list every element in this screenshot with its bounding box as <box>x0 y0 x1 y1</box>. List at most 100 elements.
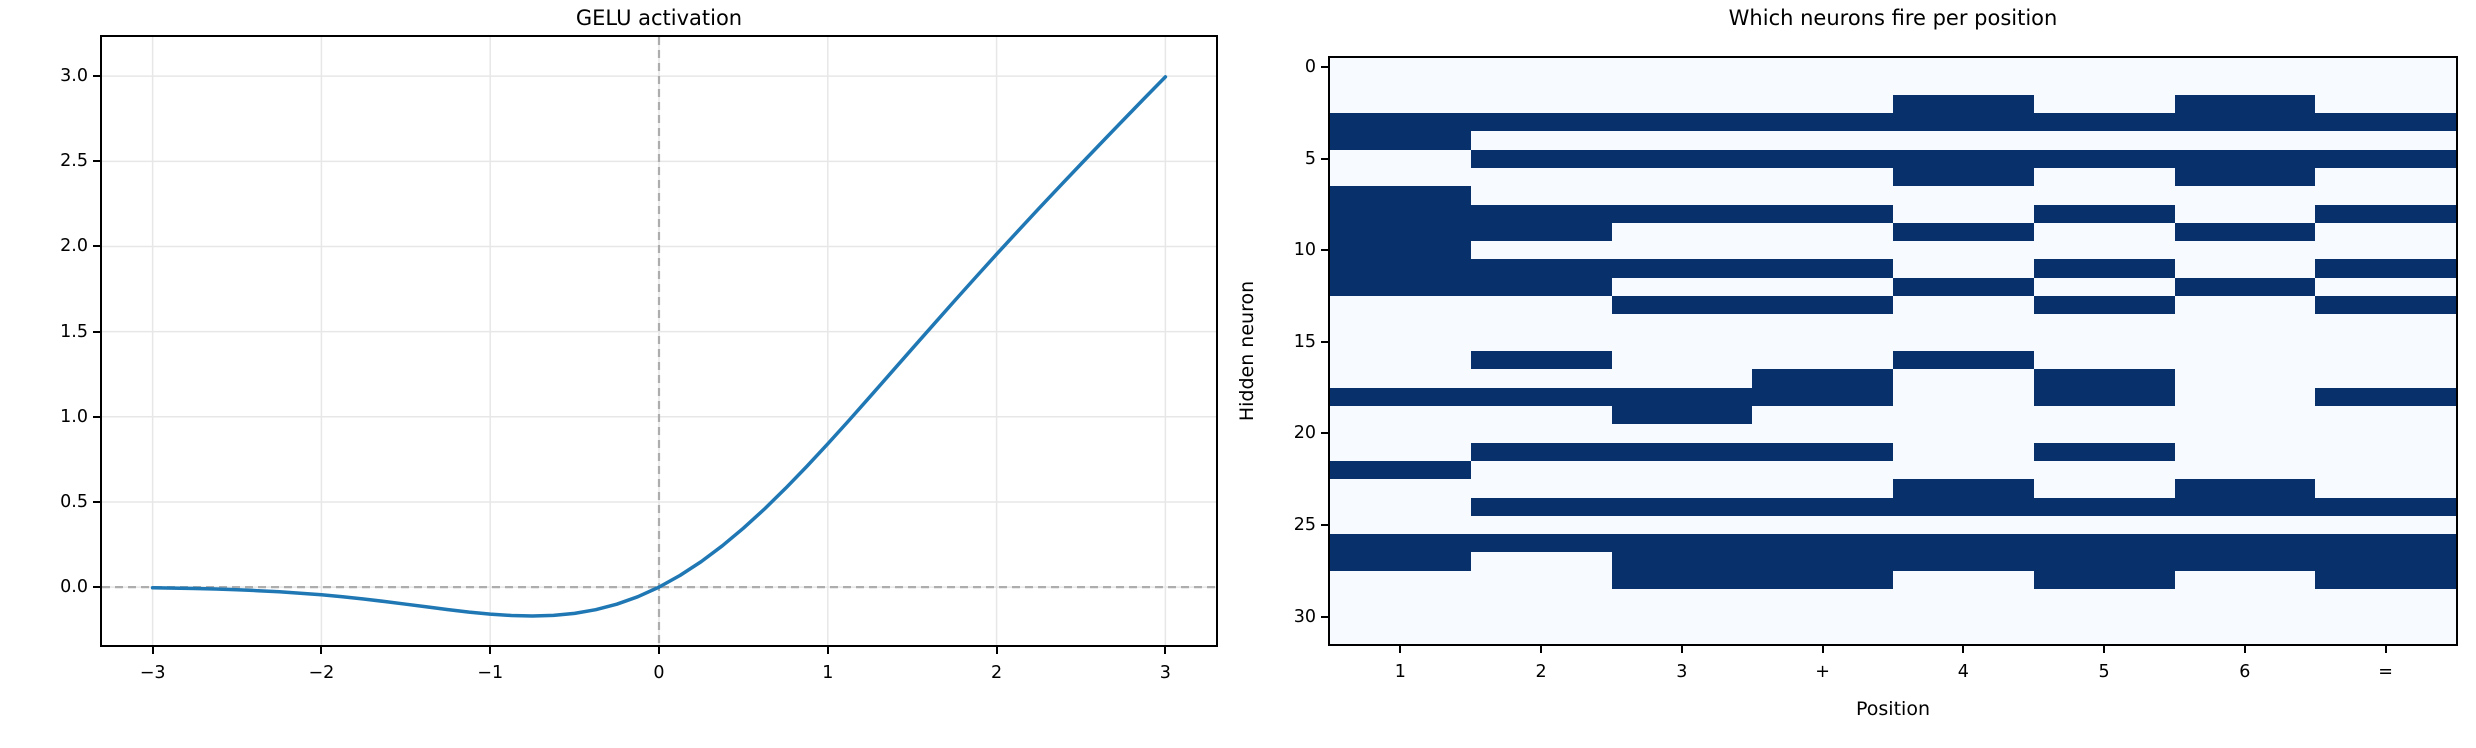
heatmap-cell <box>1752 131 1893 150</box>
heatmap-cell <box>2174 314 2316 333</box>
y-tick-mark <box>93 415 100 418</box>
heatmap-cell <box>1752 369 1893 388</box>
heatmap-cell <box>1470 479 1612 498</box>
heatmap-cell <box>1611 241 1753 260</box>
heatmap-cell <box>1752 332 1893 351</box>
heatmap-cell <box>1330 314 1471 333</box>
heatmap-cell <box>1893 589 2034 608</box>
heatmap-cell <box>1470 460 1612 480</box>
y-tick-label: 20 <box>1293 423 1316 444</box>
heatmap-cell <box>1752 94 1893 113</box>
heatmap-cell <box>1611 479 1753 498</box>
heatmap-cell <box>1470 387 1612 406</box>
heatmap-cell <box>1752 167 1893 187</box>
heatmap-cell <box>2033 314 2175 333</box>
heatmap-cell <box>2033 112 2175 132</box>
heatmap-cell <box>2174 387 2316 406</box>
heatmap-cell <box>1611 534 1753 553</box>
heatmap-cell <box>1330 76 1471 95</box>
x-tick-label: 4 <box>1957 662 1969 682</box>
heatmap-cell <box>2315 222 2456 242</box>
heatmap-cell <box>1611 204 1753 223</box>
heatmap-cell <box>1893 241 2034 260</box>
x-tick-mark <box>1680 646 1683 653</box>
heatmap-cell <box>2174 424 2316 443</box>
heatmap-cell <box>1611 332 1753 351</box>
heatmap-cell <box>1330 405 1471 425</box>
heatmap-cell <box>2174 570 2316 590</box>
heatmap-cell <box>2033 442 2175 461</box>
heatmap-cell <box>2315 607 2456 626</box>
heatmap-cell <box>1893 369 2034 388</box>
heatmap-cell <box>2033 369 2175 388</box>
y-tick-mark <box>1321 432 1328 435</box>
heatmap-cell <box>1470 112 1612 132</box>
heatmap-cell <box>2174 94 2316 113</box>
gelu-curve <box>150 75 1168 618</box>
heatmap-cell <box>1611 589 1753 608</box>
y-tick-mark <box>1321 523 1328 526</box>
heatmap-cell <box>1893 76 2034 95</box>
heatmap-cell <box>2315 58 2456 77</box>
heatmap-cell <box>2033 149 2175 168</box>
heatmap-cell <box>2033 332 2175 351</box>
heatmap-cell <box>1611 277 1753 297</box>
x-tick-mark <box>1399 646 1402 653</box>
heatmap-cell <box>2174 625 2316 644</box>
heatmap-cell <box>2174 515 2316 535</box>
x-tick-mark <box>1821 646 1824 653</box>
heatmap-cell <box>2033 131 2175 150</box>
heatmap-cell <box>1330 149 1471 168</box>
heatmap-x-axis-label: Position <box>1856 698 1930 720</box>
heatmap-cell <box>2315 296 2456 315</box>
heatmap-cell <box>1330 552 1471 571</box>
x-tick-label: 3 <box>1676 662 1688 682</box>
y-tick-mark <box>93 245 100 248</box>
y-tick-mark <box>1321 66 1328 69</box>
y-tick-label: 25 <box>1293 514 1316 535</box>
y-tick-mark <box>1321 615 1328 618</box>
heatmap-cell <box>1752 112 1893 132</box>
heatmap-cell <box>2315 259 2456 278</box>
heatmap-cell <box>2174 589 2316 608</box>
heatmap-cell <box>1470 405 1612 425</box>
heatmap-cell <box>1611 76 1753 95</box>
heatmap-cell <box>2033 351 2175 370</box>
heatmap-cell <box>1330 131 1471 150</box>
heatmap-cell <box>2315 241 2456 260</box>
heatmap-cell <box>2174 131 2316 150</box>
heatmap-cell <box>1752 460 1893 480</box>
heatmap-cell <box>1611 94 1753 113</box>
x-tick-mark <box>1962 646 1965 653</box>
heatmap-cell <box>1470 241 1612 260</box>
heatmap-cell <box>1611 387 1753 406</box>
x-tick-mark <box>320 647 323 654</box>
heatmap-cell <box>2174 332 2316 351</box>
heatmap-cell <box>1752 58 1893 77</box>
x-tick-mark <box>489 647 492 654</box>
y-tick-label: 10 <box>1293 240 1316 261</box>
heatmap-cell <box>2033 534 2175 553</box>
heatmap-cell <box>1470 515 1612 535</box>
heatmap-cell <box>1893 222 2034 242</box>
heatmap-cell <box>1611 167 1753 187</box>
heatmap-cell <box>1330 296 1471 315</box>
y-tick-mark <box>1321 157 1328 160</box>
heatmap-cell <box>1330 497 1471 516</box>
heatmap-cell <box>1611 296 1753 315</box>
heatmap-cell <box>2174 167 2316 187</box>
x-tick-label: 0 <box>653 663 665 683</box>
heatmap-cell <box>2174 277 2316 297</box>
heatmap-cell <box>1470 625 1612 644</box>
heatmap-cell <box>1611 186 1753 205</box>
heatmap-cell <box>2315 149 2456 168</box>
heatmap-cell <box>1611 369 1753 388</box>
heatmap-cell <box>2174 442 2316 461</box>
heatmap-cell <box>1893 552 2034 571</box>
heatmap-cell <box>1752 552 1893 571</box>
x-tick-label: 2 <box>990 663 1003 683</box>
heatmap-cell <box>1752 222 1893 242</box>
x-tick-label: 2 <box>1535 662 1547 682</box>
heatmap-cell <box>1893 405 2034 425</box>
heatmap-cell <box>1470 314 1612 333</box>
